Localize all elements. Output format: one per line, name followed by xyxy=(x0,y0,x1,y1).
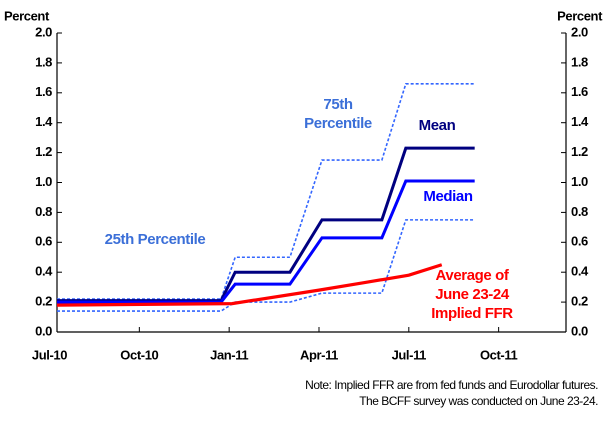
y2-tick-label: 0.2 xyxy=(571,294,588,309)
y2-tick-label: 1.4 xyxy=(571,114,589,129)
series-label: Median xyxy=(423,188,473,205)
y2-tick-label: 0.0 xyxy=(571,323,588,338)
series-line xyxy=(56,263,443,307)
series-label: Mean xyxy=(418,117,456,134)
series-line xyxy=(57,179,475,304)
y-tick-label: 0.8 xyxy=(35,204,52,219)
y-tick-label: 1.6 xyxy=(35,84,52,99)
y2-tick-label: 1.6 xyxy=(571,84,588,99)
note: The BCFF survey was conducted on June 23… xyxy=(359,394,598,408)
series-label: 25th Percentile xyxy=(104,231,206,248)
y2-tick-label: 1.2 xyxy=(571,144,588,159)
series-label: Average of June 23-24 Implied FFR xyxy=(431,267,513,322)
y-tick-label: 0.6 xyxy=(35,234,52,249)
series-line xyxy=(57,146,475,303)
y2-tick-label: 0.8 xyxy=(571,204,588,219)
x-tick-label: Oct-11 xyxy=(480,347,518,362)
y2-tick-label: 0.6 xyxy=(571,234,588,249)
x-tick-label: Jul-11 xyxy=(392,347,427,362)
note: Note: Implied FFR are from fed funds and… xyxy=(305,378,598,392)
y-tick-label: 1.2 xyxy=(35,144,52,159)
y-tick-label: 0.0 xyxy=(35,323,52,338)
y-tick-label: 2.0 xyxy=(35,24,52,39)
y2-tick-label: 1.8 xyxy=(571,54,588,69)
y2-tick-label: 2.0 xyxy=(571,24,588,39)
y-tick-label: 1.4 xyxy=(35,114,53,129)
y2-axis-label: Percent xyxy=(557,8,603,23)
y-tick-label: 0.4 xyxy=(35,264,53,279)
series-label: 75th Percentile xyxy=(304,96,372,132)
y-tick-label: 1.8 xyxy=(35,54,52,69)
y2-tick-label: 0.4 xyxy=(571,264,589,279)
y-tick-label: 1.0 xyxy=(35,174,52,189)
y-tick-label: 0.2 xyxy=(35,294,52,309)
y-axis-label: Percent xyxy=(4,8,50,23)
x-tick-label: Apr-11 xyxy=(300,347,338,362)
series-line xyxy=(57,83,475,300)
x-tick-label: Jan-11 xyxy=(210,347,248,362)
y2-tick-label: 1.0 xyxy=(571,174,588,189)
x-tick-label: Jul-10 xyxy=(32,347,67,362)
x-tick-label: Oct-10 xyxy=(120,347,158,362)
series-line xyxy=(57,219,475,312)
